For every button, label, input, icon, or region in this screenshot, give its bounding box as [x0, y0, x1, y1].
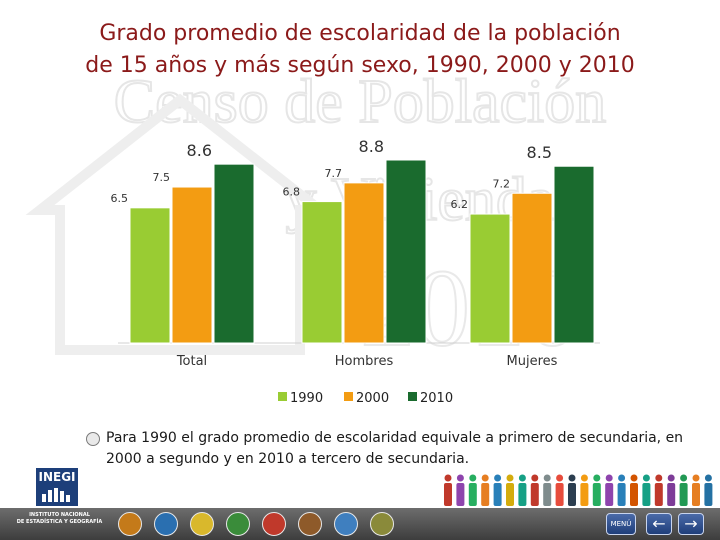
person-figure-icon [456, 474, 465, 506]
data-label-total-1990: 6.5 [111, 192, 129, 205]
migration-icon[interactable] [334, 512, 358, 536]
person-figure-icon [592, 474, 601, 506]
person-figure-icon [580, 474, 589, 506]
people-illustration [444, 474, 713, 506]
bar-hombres-1990 [301, 201, 343, 344]
bar-hombres-2000 [343, 182, 385, 344]
person-figure-icon [692, 474, 700, 506]
person-figure-icon [605, 474, 614, 506]
person-figure-icon [654, 474, 663, 506]
housing-icon[interactable] [262, 512, 286, 536]
legend-swatch-2000 [344, 392, 353, 401]
forward-button[interactable]: → [678, 513, 704, 535]
logo-caption-line2: DE ESTADÍSTICA Y GEOGRAFÍA [16, 519, 103, 525]
data-label-total-2010: 8.6 [187, 141, 212, 160]
person-figure-icon [679, 474, 688, 506]
category-label-mujeres: Mujeres [507, 354, 558, 369]
person-figure-icon [530, 474, 539, 506]
logo-brand: INEGI [38, 470, 76, 484]
chart-title: Grado promedio de escolaridad de la pobl… [20, 18, 700, 82]
person-figure-icon [518, 474, 527, 506]
chart-title-line1: Grado promedio de escolaridad de la pobl… [99, 21, 621, 46]
person-figure-icon [468, 474, 477, 506]
logo-caption-line1: INSTITUTO NACIONAL [29, 512, 90, 518]
logo-bars-icon [42, 488, 70, 502]
bar-mujeres-2010 [553, 165, 595, 344]
person-figure-icon [481, 474, 490, 506]
person-figure-icon [617, 474, 626, 506]
person-figure-icon [543, 474, 552, 506]
bar-chart: 6.5 7.5 8.6 Total 6.8 7.7 8.8 Hombres 6.2 7.2 8.5 M… [111, 137, 600, 406]
health-icon[interactable] [226, 512, 250, 536]
data-label-mujeres-2010: 8.5 [527, 143, 552, 162]
economy-icon[interactable] [190, 512, 214, 536]
person-figure-icon [630, 474, 638, 506]
bar-mujeres-2000 [511, 192, 553, 344]
bar-total-2000 [171, 186, 213, 344]
mortality-icon[interactable] [298, 512, 322, 536]
inegi-logo: INEGI INSTITUTO NACIONAL DE ESTADÍSTICA … [12, 468, 107, 534]
bar-hombres-2010 [385, 159, 427, 344]
bullet-icon [86, 432, 100, 446]
person-figure-icon [704, 474, 713, 506]
data-label-hombres-1990: 6.8 [283, 186, 301, 199]
menu-button[interactable]: MENÚ [606, 513, 636, 535]
person-figure-icon [555, 474, 564, 506]
bar-total-2010 [213, 163, 255, 344]
back-button[interactable]: ← [646, 513, 672, 535]
person-figure-icon [642, 474, 651, 506]
person-figure-icon [667, 474, 676, 506]
person-figure-icon [506, 474, 514, 506]
population-icon[interactable] [118, 512, 142, 536]
education-icon[interactable] [154, 512, 178, 536]
data-label-hombres-2000: 7.7 [325, 167, 343, 180]
bar-mujeres-1990 [469, 213, 511, 344]
data-label-mujeres-2000: 7.2 [493, 177, 511, 190]
legend-label-1990: 1990 [290, 391, 323, 406]
logo-caption: INSTITUTO NACIONAL DE ESTADÍSTICA Y GEOG… [12, 512, 107, 526]
person-figure-icon [444, 474, 452, 506]
legend-label-2010: 2010 [420, 391, 453, 406]
data-label-hombres-2010: 8.8 [359, 137, 384, 156]
inegi-emblem-icon: INEGI [36, 468, 78, 506]
documents-icon[interactable] [370, 512, 394, 536]
bar-total-1990 [129, 207, 171, 344]
legend-swatch-2010 [408, 392, 417, 401]
chart-title-line2: de 15 años y más según sexo, 1990, 2000 … [85, 53, 635, 78]
legend-swatch-1990 [278, 392, 287, 401]
person-figure-icon [568, 474, 576, 506]
footnote: Para 1990 el grado promedio de escolarid… [106, 430, 684, 467]
category-label-total: Total [176, 354, 207, 369]
legend-label-2000: 2000 [356, 391, 389, 406]
data-label-total-2000: 7.5 [153, 171, 171, 184]
category-label-hombres: Hombres [335, 354, 394, 369]
data-label-mujeres-1990: 6.2 [451, 198, 469, 211]
person-figure-icon [493, 474, 502, 506]
